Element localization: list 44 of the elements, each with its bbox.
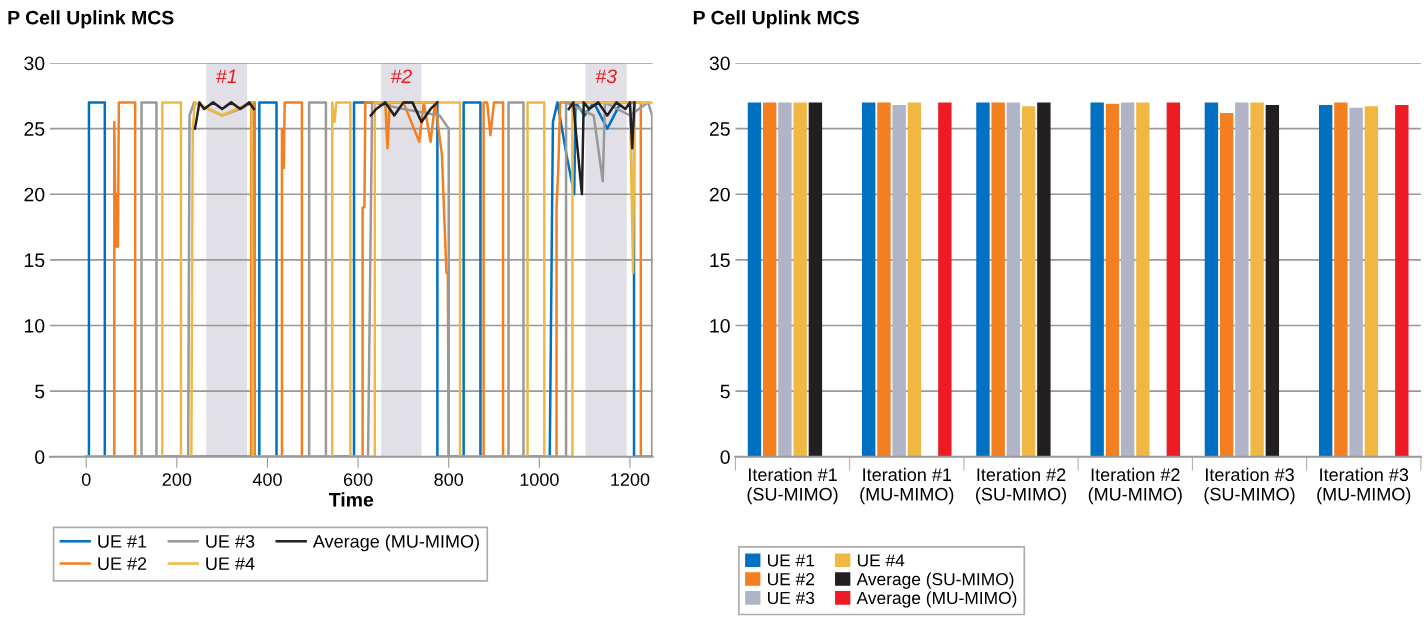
y-tick-label: 5 (35, 384, 45, 399)
y-tick-label: 30 (709, 56, 730, 71)
x-tick-label: 1200 (611, 473, 650, 486)
band-label: #1 (216, 69, 236, 83)
y-tick-label: 10 (710, 318, 730, 333)
y-tick-label: 15 (710, 253, 730, 268)
x-tick-label: Iteration #2 (SU-MIMO) (976, 467, 1067, 505)
x-tick-label: 200 (162, 473, 192, 486)
legend-label: UE #4 (857, 554, 905, 567)
x-tick-label: 600 (343, 473, 373, 486)
x-tick-label: Iteration #1 (SU-MIMO) (747, 467, 838, 505)
x-tick-label: 400 (252, 473, 282, 486)
y-tick-label: 0 (35, 450, 45, 464)
x-tick-label: 1000 (520, 473, 559, 486)
legend-label: UE #1 (98, 535, 147, 548)
band-label: #3 (595, 69, 617, 84)
x-tick-label: Iteration #2 (MU-MIMO) (1088, 467, 1182, 505)
x-tick-label: Iteration #3 (MU-MIMO) (1317, 467, 1411, 505)
legend-label: UE #4 (206, 557, 255, 571)
y-tick-label: 30 (24, 56, 45, 71)
x-tick-label: 800 (434, 473, 464, 486)
x-axis-title: Time (328, 492, 374, 507)
y-tick-label: 15 (24, 253, 45, 268)
x-tick-label: Iteration #3 (SU-MIMO) (1204, 467, 1295, 505)
legend-label: UE #3 (206, 535, 255, 548)
x-tick-label: 0 (81, 473, 91, 486)
y-tick-label: 25 (709, 122, 730, 136)
chart-title: P Cell Uplink MCS (8, 10, 174, 29)
legend-label: Average (MU-MIMO) (312, 534, 479, 552)
band-label: #2 (390, 69, 412, 83)
y-tick-label: 0 (720, 450, 730, 464)
legend-label: UE #2 (98, 557, 147, 571)
legend-label: Average (MU-MIMO) (856, 591, 1017, 608)
y-tick-label: 20 (24, 187, 45, 202)
legend-label: Average (SU-MIMO) (856, 572, 1014, 589)
y-tick-label: 25 (24, 122, 45, 136)
chart-title: P Cell Uplink MCS (693, 10, 859, 29)
legend-label: UE #1 (768, 554, 815, 567)
y-tick-label: 20 (709, 187, 730, 202)
legend-label: UE #3 (768, 591, 815, 605)
y-tick-label: 5 (720, 384, 730, 399)
x-tick-label: Iteration #1 (MU-MIMO) (860, 467, 954, 505)
legend-label: UE #2 (768, 573, 815, 586)
y-tick-label: 10 (24, 318, 45, 333)
